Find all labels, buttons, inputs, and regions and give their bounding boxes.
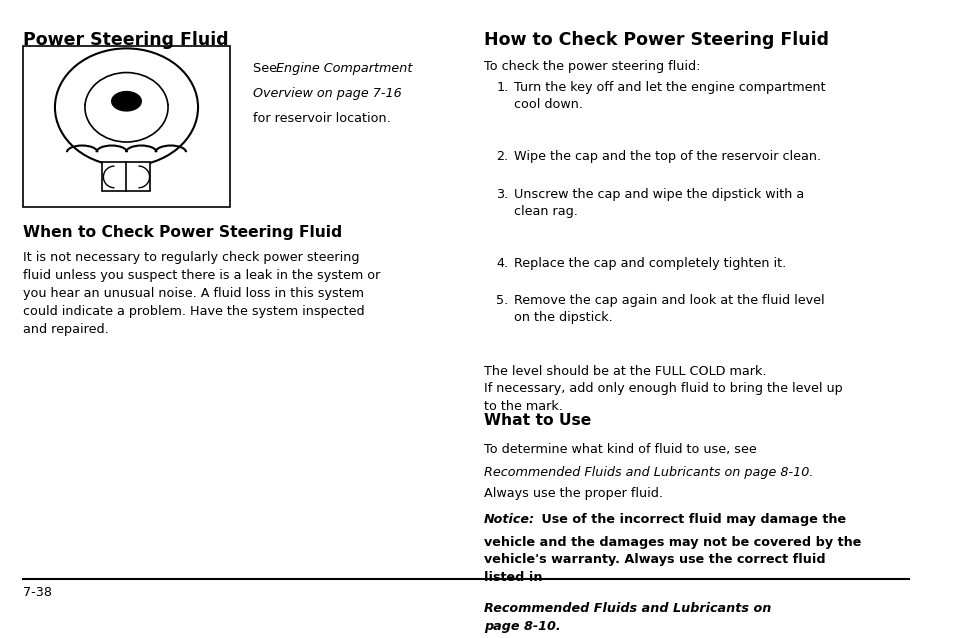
Text: Engine Compartment: Engine Compartment (275, 61, 412, 75)
Text: To check the power steering fluid:: To check the power steering fluid: (484, 61, 700, 73)
Text: Wipe the cap and the top of the reservoir clean.: Wipe the cap and the top of the reservoi… (514, 151, 820, 163)
Text: When to Check Power Steering Fluid: When to Check Power Steering Fluid (23, 225, 341, 240)
Text: for reservoir location.: for reservoir location. (253, 112, 391, 124)
Text: It is not necessary to regularly check power steering
fluid unless you suspect t: It is not necessary to regularly check p… (23, 251, 379, 336)
Text: Remove the cap again and look at the fluid level
on the dipstick.: Remove the cap again and look at the flu… (514, 294, 823, 324)
Text: Power Steering Fluid: Power Steering Fluid (23, 31, 228, 49)
Text: Turn the key off and let the engine compartment
cool down.: Turn the key off and let the engine comp… (514, 82, 824, 112)
Text: To determine what kind of fluid to use, see: To determine what kind of fluid to use, … (484, 443, 756, 456)
Text: Unscrew the cap and wipe the dipstick with a
clean rag.: Unscrew the cap and wipe the dipstick wi… (514, 188, 803, 218)
Text: Overview on page 7-16: Overview on page 7-16 (253, 87, 402, 100)
Text: 2.: 2. (496, 151, 508, 163)
Text: Use of the incorrect fluid may damage the: Use of the incorrect fluid may damage th… (537, 513, 845, 526)
Text: The level should be at the FULL COLD mark.
If necessary, add only enough fluid t: The level should be at the FULL COLD mar… (484, 365, 842, 413)
Text: 4.: 4. (496, 256, 508, 270)
Text: 1.: 1. (496, 82, 508, 94)
Text: Always use the proper fluid.: Always use the proper fluid. (484, 487, 662, 500)
Text: 3.: 3. (496, 188, 508, 201)
Text: vehicle and the damages may not be covered by the
vehicle's warranty. Always use: vehicle and the damages may not be cover… (484, 536, 861, 584)
Bar (102, 163, 151, 191)
Text: 7-38: 7-38 (23, 586, 51, 600)
Text: 5.: 5. (496, 294, 508, 307)
Ellipse shape (85, 73, 168, 142)
Text: Notice:: Notice: (484, 513, 535, 526)
Circle shape (112, 92, 141, 111)
Text: Recommended Fluids and Lubricants on page 8-10.: Recommended Fluids and Lubricants on pag… (484, 466, 813, 478)
FancyBboxPatch shape (23, 47, 230, 207)
Text: See: See (253, 61, 281, 75)
Text: What to Use: What to Use (484, 413, 591, 428)
Text: Replace the cap and completely tighten it.: Replace the cap and completely tighten i… (514, 256, 785, 270)
Ellipse shape (55, 48, 198, 166)
Text: How to Check Power Steering Fluid: How to Check Power Steering Fluid (484, 31, 828, 49)
Text: Recommended Fluids and Lubricants on
page 8-10.: Recommended Fluids and Lubricants on pag… (484, 602, 771, 633)
